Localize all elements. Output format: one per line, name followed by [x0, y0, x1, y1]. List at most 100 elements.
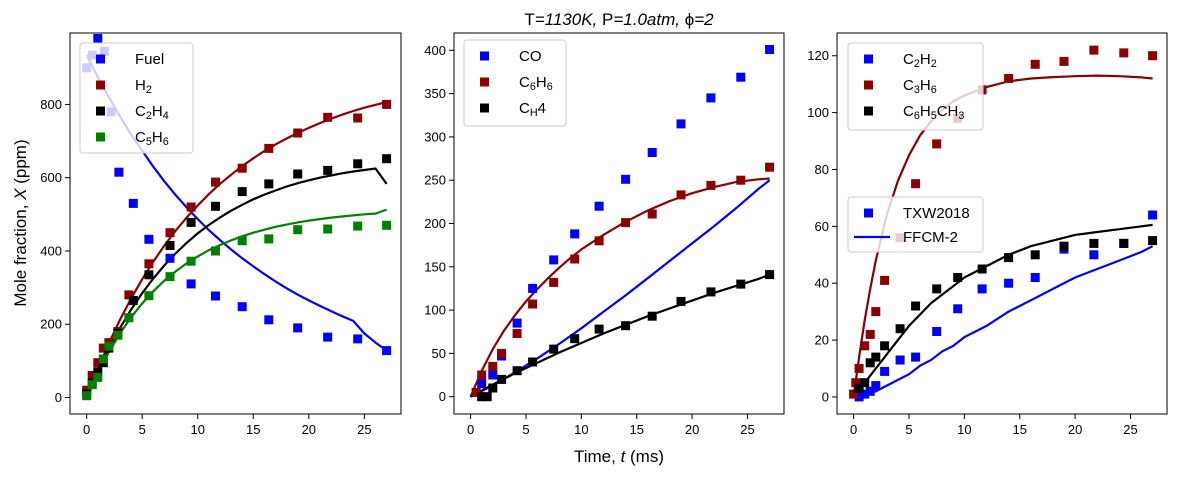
y-tick-label: 20 [815, 333, 829, 348]
marker-C6H6 [528, 299, 538, 309]
text-part: 6 [931, 84, 937, 96]
y-tick-label: 400 [424, 43, 446, 58]
y-tick-label: 0 [822, 389, 829, 404]
legend-box [79, 42, 194, 154]
marker-C6H5CH3 [871, 352, 881, 362]
legend-marker-Fuel [96, 54, 105, 64]
marker-C2H4 [323, 165, 333, 175]
style-legend: TXW2018 FFCM-2 [847, 196, 984, 253]
y-tick-label: 100 [424, 303, 446, 318]
marker-C2H2 [977, 284, 987, 294]
x-tick-label: 10 [957, 422, 971, 437]
marker-CO [621, 174, 631, 184]
text-part: 6 [914, 110, 920, 122]
x-tick-label: 5 [139, 422, 146, 437]
marker-C6H5CH3 [880, 341, 890, 351]
x-tick-label: 25 [1123, 422, 1137, 437]
y-tick-label: 50 [432, 346, 446, 361]
marker-C6H6 [594, 236, 604, 246]
y-tick-label: 80 [815, 162, 829, 177]
marker-CH4 [594, 324, 604, 334]
marker-H2 [382, 99, 392, 109]
text-part: H [152, 129, 163, 146]
marker-CH4 [488, 383, 498, 393]
text-part: =2 [694, 10, 714, 29]
marker-CO [647, 148, 657, 157]
legend-label-C5H6: C5H6 [135, 129, 169, 148]
marker-C5H6 [211, 246, 220, 256]
marker-C6H6 [497, 348, 507, 358]
marker-C5H6 [353, 221, 363, 231]
marker-C5H6 [382, 220, 392, 230]
text-part: 2 [146, 110, 152, 122]
legend-marker-C6H5CH3 [864, 106, 873, 116]
marker-C5H6 [144, 291, 154, 301]
marker-CO [676, 119, 686, 129]
legend-label-CO: CO [519, 48, 542, 65]
x-tick-label: 20 [685, 422, 699, 437]
style-legend-label-exp: TXW2018 [903, 205, 970, 222]
marker-C2H2 [860, 389, 870, 399]
marker-Fuel [293, 323, 303, 333]
legend-label-C3H6: C3H6 [903, 77, 937, 96]
marker-C6H6 [676, 190, 686, 200]
marker-CO [765, 45, 775, 54]
marker-C2H2 [871, 381, 881, 391]
legend-marker-C5H6 [96, 132, 105, 142]
marker-C2H4 [128, 295, 138, 305]
marker-C5H6 [323, 224, 333, 234]
x-tick-label: 10 [574, 422, 588, 437]
marker-CO [594, 201, 604, 211]
marker-C6H6 [549, 277, 559, 287]
marker-CH4 [621, 321, 631, 331]
marker-C2H4 [144, 270, 154, 280]
marker-C3H6 [932, 139, 942, 149]
axes-frame [69, 32, 402, 415]
text-part: =1130K, [535, 10, 602, 29]
text-part: 6 [163, 136, 169, 148]
marker-C6H6 [570, 254, 580, 264]
marker-Fuel [237, 302, 247, 312]
marker-C6H6 [488, 361, 498, 371]
marker-C6H5CH3 [932, 284, 942, 294]
marker-H2 [353, 113, 363, 123]
marker-C2H2 [1030, 273, 1040, 282]
marker-H2 [98, 343, 108, 353]
marker-C6H6 [471, 387, 481, 397]
text-part: H [530, 107, 538, 119]
marker-C2H4 [93, 367, 103, 377]
x-tick-label: 15 [246, 422, 260, 437]
text-part: 6 [547, 81, 553, 93]
marker-C6H5CH3 [977, 264, 987, 274]
marker-CO [736, 72, 746, 82]
marker-C5H6 [237, 236, 247, 246]
marker-C6H5CH3 [911, 301, 921, 311]
y-tick-label: 300 [424, 129, 446, 144]
text-part: C [903, 77, 914, 94]
marker-C3H6 [860, 341, 870, 351]
y-tick-label: 350 [424, 86, 446, 101]
text-part: 2 [914, 58, 920, 70]
marker-CH4 [528, 357, 538, 367]
marker-C3H6 [1089, 45, 1099, 55]
text-part: P [602, 10, 613, 29]
marker-CO [706, 93, 716, 103]
text-part: H [152, 103, 163, 120]
marker-H2 [293, 128, 303, 138]
x-tick-label: 0 [850, 422, 857, 437]
style-legend-box [847, 196, 984, 253]
marker-C6H6 [647, 209, 657, 219]
text-part: C [903, 103, 914, 120]
marker-C2H2 [911, 352, 921, 362]
text-part: 3 [958, 110, 964, 122]
marker-C3H6 [880, 275, 890, 285]
marker-C6H6 [621, 218, 631, 228]
text-part: C [135, 103, 146, 120]
marker-CH4 [482, 392, 492, 402]
x-tick-label: 20 [302, 422, 316, 437]
marker-C5H6 [293, 225, 303, 235]
